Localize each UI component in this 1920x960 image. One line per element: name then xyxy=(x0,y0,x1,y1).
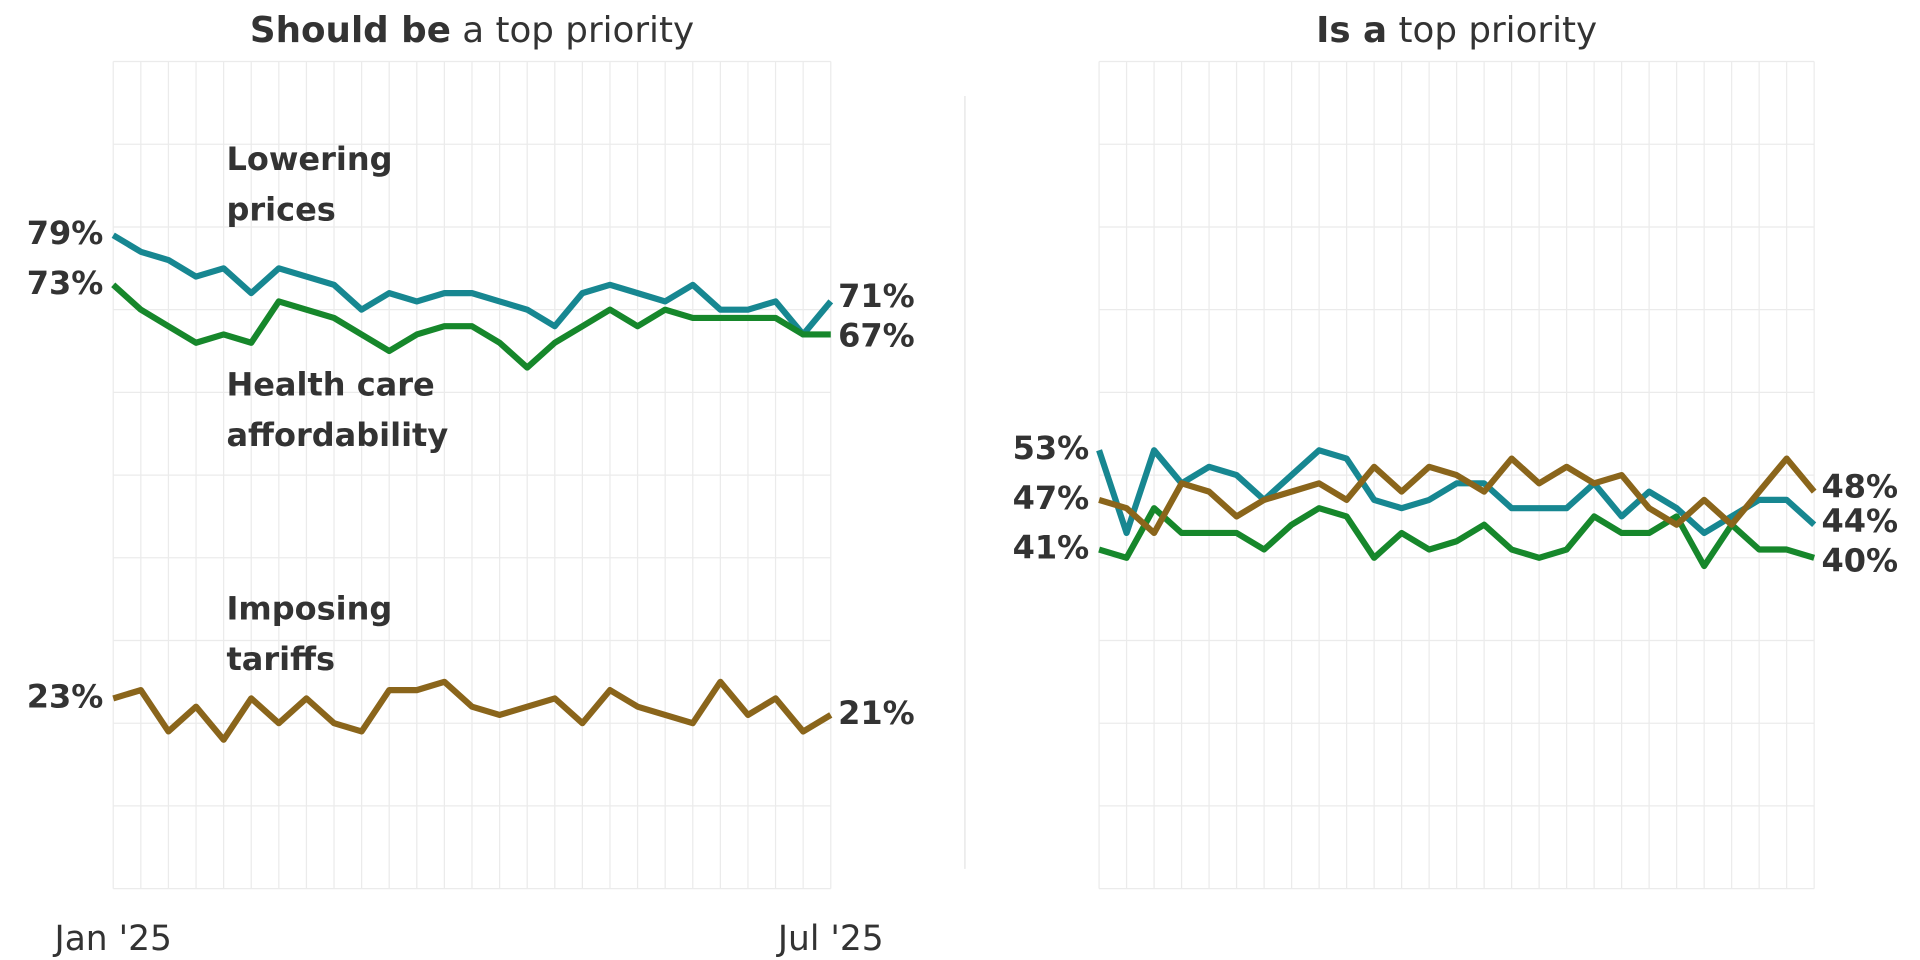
data-label: 41% xyxy=(1013,529,1090,567)
chart-title: Should be a top priority xyxy=(250,10,694,51)
data-label: 48% xyxy=(1822,467,1899,505)
data-label: 79% xyxy=(27,214,104,252)
chart-title: Is a top priority xyxy=(1316,10,1597,51)
series-label: tariffs xyxy=(226,640,335,678)
data-label: 71% xyxy=(838,277,915,315)
line xyxy=(112,678,833,743)
line xyxy=(1096,447,1817,537)
data-label: 73% xyxy=(27,264,104,302)
data-label: 21% xyxy=(838,694,915,732)
data-label: 47% xyxy=(1013,479,1090,517)
data-label: 53% xyxy=(1013,429,1090,467)
data-label: 67% xyxy=(838,317,915,355)
title-rest: top priority xyxy=(1399,10,1598,51)
series-label: Health care xyxy=(226,365,434,403)
series-label: prices xyxy=(226,191,335,229)
series-label: Imposing xyxy=(226,589,392,627)
series-label: affordability xyxy=(226,416,448,454)
line xyxy=(111,232,834,338)
data-label: 44% xyxy=(1822,502,1899,540)
line xyxy=(111,282,831,371)
line xyxy=(1098,505,1816,570)
title-bold: Should be xyxy=(250,10,451,51)
x-tick-label: Jul '25 xyxy=(776,919,884,959)
series-label: Lowering xyxy=(226,140,392,178)
data-label: 23% xyxy=(27,677,104,715)
x-tick-label: Jan '25 xyxy=(53,919,172,959)
line xyxy=(1098,455,1817,537)
title-bold: Is a xyxy=(1316,10,1387,51)
data-label: 40% xyxy=(1822,542,1899,580)
title-rest: a top priority xyxy=(462,10,694,51)
